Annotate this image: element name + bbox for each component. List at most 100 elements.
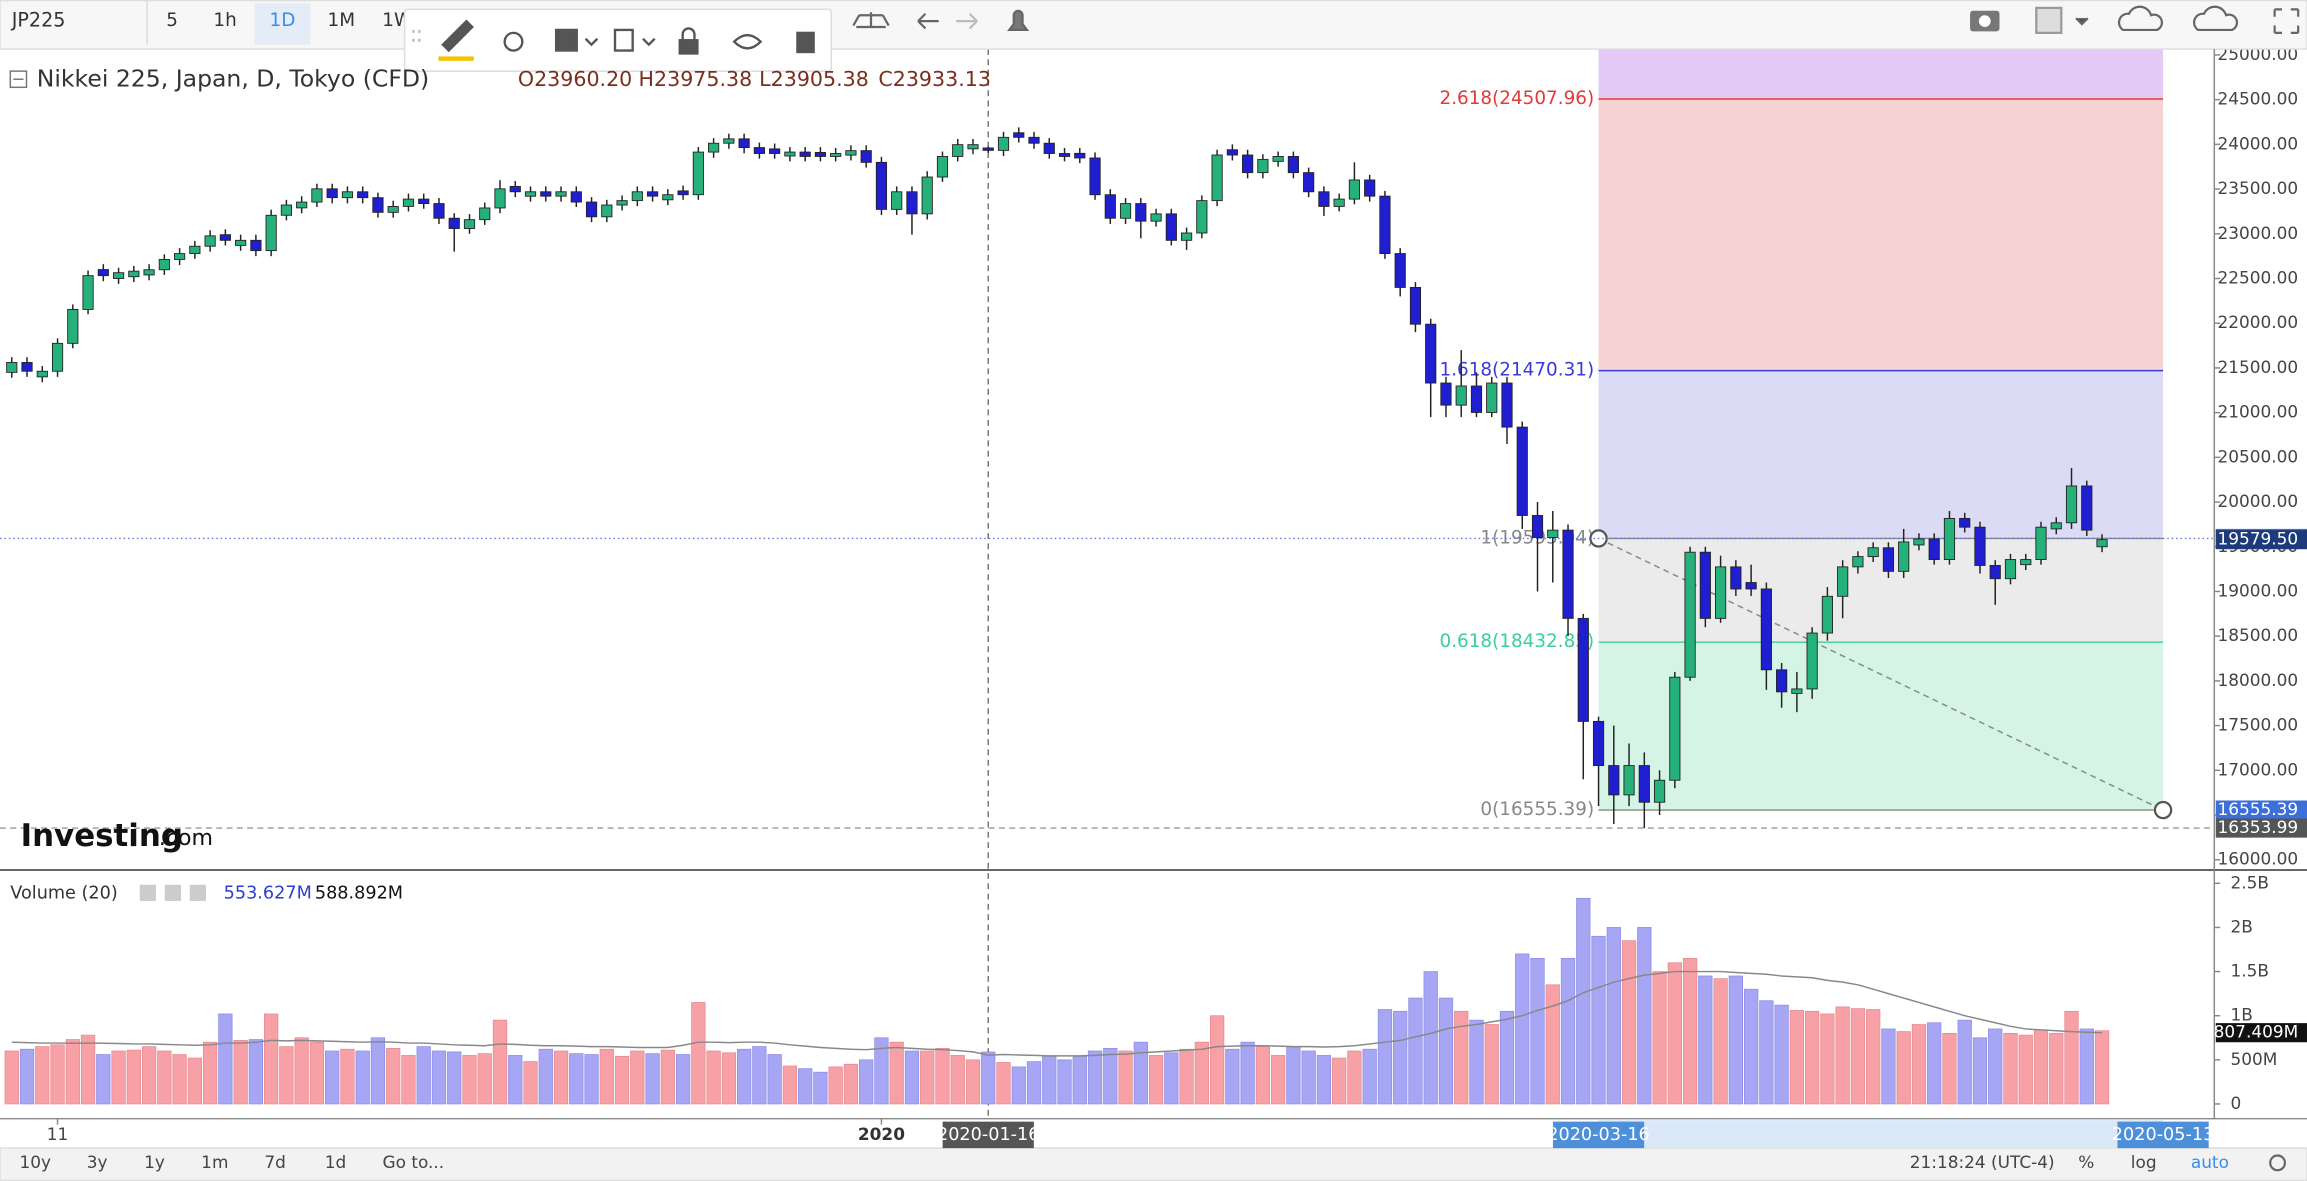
candle-body [1608,765,1620,796]
volume-bar [264,1013,279,1105]
dropdown-icon[interactable] [584,37,599,47]
dropdown-icon[interactable] [2075,17,2089,26]
price-marker-label: 16555.39 [2218,799,2299,819]
fullscreen-icon[interactable] [2273,8,2300,34]
compare-icon[interactable] [852,12,890,29]
range-button[interactable]: 3y [87,1152,108,1172]
volume-bar [1820,1013,1835,1105]
candle-body [2050,522,2062,530]
auto-toggle[interactable]: auto [2191,1152,2229,1172]
watermark-suffix: .com [159,826,213,851]
fib-level-label[interactable]: 1.618(21470.31) [1440,360,1595,381]
volume-icon[interactable] [189,884,206,901]
range-button[interactable]: 7d [264,1152,286,1172]
settings-icon[interactable] [2269,1154,2287,1172]
volume-bar [813,1071,828,1105]
volume-tick-label: 2B [2230,916,2252,936]
candle-body [1150,213,1162,222]
layer-icon[interactable] [554,28,578,52]
candle-body [265,214,277,252]
interval-button[interactable]: 5 [166,10,178,31]
candle-body [1348,179,1361,200]
fib-level-label[interactable]: 0(16555.39) [1480,799,1594,820]
range-button[interactable]: 1y [144,1152,165,1172]
range-button[interactable]: 10y [20,1152,52,1172]
volume-bar [981,1051,996,1105]
download-icon[interactable] [2117,5,2163,32]
collapse-icon[interactable] [9,70,28,89]
range-button[interactable]: 1d [325,1152,347,1172]
fib-band[interactable] [1598,370,2164,539]
undo-icon[interactable] [917,12,939,30]
volume-bar [1652,971,1667,1105]
fib-band[interactable] [1598,49,2164,99]
log-toggle[interactable]: log [2131,1152,2157,1172]
fib-level-label[interactable]: 0.618(18432.85) [1440,631,1595,652]
candle-body [784,151,796,157]
volume-tick-label: 1.5B [2230,961,2269,981]
candle-body [1882,547,1895,572]
drag-handle[interactable] [412,29,421,42]
volume-bar [157,1050,172,1105]
fib-band[interactable] [1598,538,2164,643]
volume-bar [1957,1019,1972,1105]
volume-icon[interactable] [164,884,181,901]
lock-icon[interactable] [678,39,699,55]
candle-body [936,156,949,178]
delete-icon[interactable] [796,31,815,54]
drawing-handle[interactable] [2153,800,2173,820]
alert-icon[interactable] [1007,9,1030,32]
volume-bar [1743,988,1759,1105]
symbol[interactable]: JP225 [11,9,66,32]
percent-toggle[interactable]: % [2078,1152,2094,1172]
pencil-icon[interactable] [441,19,474,53]
candle-body [387,205,399,213]
volume-bar [828,1066,843,1105]
range-button[interactable]: 1m [201,1152,228,1172]
volume-bar [1301,1050,1316,1105]
candle-body [570,191,582,203]
volume-bar [447,1051,462,1105]
y-tick-label: 17000.00 [2218,759,2299,779]
drawing-toolbar-icons[interactable] [412,19,815,61]
interval-button[interactable]: 1M [328,10,356,31]
visibility-icon[interactable] [732,33,763,50]
toolbar-icons[interactable] [852,5,2300,34]
candle-body [326,188,338,199]
interval-button[interactable]: 1h [213,10,236,31]
fib-band[interactable] [1598,642,2164,811]
color-icon[interactable] [2035,6,2063,34]
volume-bar [2033,1029,2049,1105]
ohlc-low: L23905.38 [759,67,869,91]
volume-bar [462,1055,477,1105]
volume-bar [660,1049,675,1105]
volume-icon[interactable] [139,884,156,901]
candle-body [21,362,33,372]
candle-body [1196,200,1208,234]
upload-icon[interactable] [2192,5,2239,32]
x-marker-label: 2020-01-16 [937,1125,1040,1145]
volume-bar [1637,927,1652,1105]
candle-body [1058,153,1071,157]
volume-bar [386,1047,401,1105]
volume-bar [996,1062,1011,1105]
volume-bar [96,1054,111,1105]
candle-body [677,190,689,196]
y-tick-label: 23500.00 [2218,178,2299,198]
redo-icon[interactable] [956,12,978,30]
candle-body [1104,194,1116,219]
clone-icon[interactable] [613,28,634,52]
interval-button[interactable]: 1D [270,10,296,31]
dropdown-icon[interactable] [642,37,656,47]
fib-level-label[interactable]: 2.618(24507.96) [1440,88,1595,109]
fib-band[interactable] [1598,98,2164,371]
settings-icon[interactable] [503,31,524,52]
volume-bar [767,1054,782,1105]
x-tick-label: 2020 [858,1124,905,1144]
volume-bar [1530,957,1545,1105]
volume-bar [431,1050,447,1105]
candle-body [1379,195,1391,255]
goto-button[interactable]: Go to... [383,1152,445,1172]
candle-body [1730,566,1742,590]
